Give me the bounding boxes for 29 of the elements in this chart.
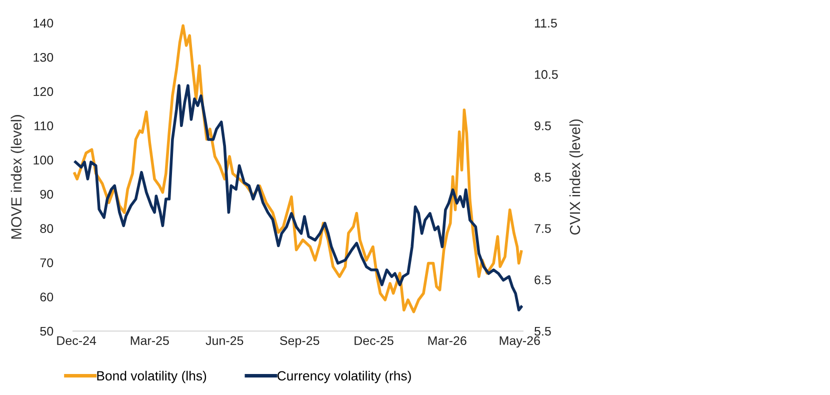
x-tick-label: Sep-25 bbox=[280, 336, 320, 348]
y-tick-label: 100 bbox=[34, 156, 54, 164]
y2-tick-label: 11.5 bbox=[534, 18, 557, 28]
y-axis-title: MOVE index (level) bbox=[10, 115, 24, 239]
x-tick-label: May-26 bbox=[500, 336, 540, 348]
x-tick-label: Jun-25 bbox=[206, 336, 244, 346]
x-tick-label: Mar-26 bbox=[428, 336, 466, 346]
y-tick-label: 120 bbox=[34, 87, 54, 96]
y-tick-label: 130 bbox=[34, 52, 54, 62]
line-series bbox=[74, 84, 523, 312]
y2-tick-label: 8.5 bbox=[534, 172, 551, 182]
y-tick-label: 60 bbox=[40, 292, 54, 302]
x-tick-label: Dec-24 bbox=[57, 336, 96, 346]
y2-axis-title: CVIX index (level) bbox=[569, 120, 584, 235]
legend-label: Bond volatility (lhs) bbox=[97, 370, 206, 384]
y-tick-label: 110 bbox=[34, 121, 54, 130]
y2-tick-label: 5.5 bbox=[534, 326, 551, 336]
y-tick-label: 80 bbox=[40, 224, 54, 233]
y2-tick-label: 9.5 bbox=[534, 121, 551, 130]
legend-label: Currency volatility (rhs) bbox=[277, 370, 411, 384]
y-tick-label: 90 bbox=[40, 190, 54, 199]
y2-tick-label: 6.5 bbox=[534, 275, 551, 284]
y2-tick-label: 7.5 bbox=[534, 224, 551, 233]
y-tick-label: 50 bbox=[40, 326, 54, 336]
y-tick-label: 70 bbox=[40, 258, 54, 268]
y-tick-label: 140 bbox=[34, 18, 54, 28]
x-tick-label: Mar-25 bbox=[130, 336, 169, 346]
y2-tick-label: 10.5 bbox=[534, 70, 558, 79]
x-tick-label: Dec-25 bbox=[354, 336, 394, 346]
